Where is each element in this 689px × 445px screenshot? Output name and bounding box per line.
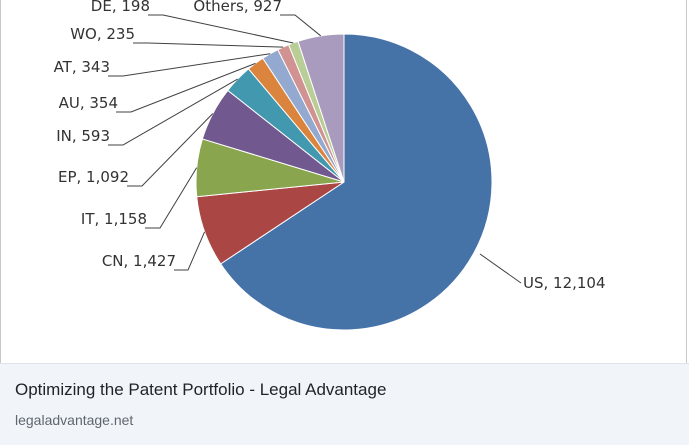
slice-label: Others, 927 <box>193 0 282 15</box>
pie-slice <box>297 33 345 183</box>
leader-line <box>116 62 256 113</box>
slice-label: AT, 343 <box>54 58 110 76</box>
page-title[interactable]: Optimizing the Patent Portfolio - Legal … <box>15 380 387 399</box>
slice-label: IT, 1,158 <box>81 210 147 228</box>
leader-line <box>108 78 238 146</box>
slice-label: DE, 198 <box>91 0 150 15</box>
leader-line <box>127 113 214 187</box>
slice-label: AU, 354 <box>59 94 118 112</box>
image-border-right <box>686 0 687 363</box>
slice-label: IN, 593 <box>56 127 110 145</box>
leader-line <box>145 167 198 229</box>
leader-line <box>148 14 294 44</box>
image-border-left <box>0 0 1 363</box>
slice-label: WO, 235 <box>70 25 135 43</box>
caption-bar[interactable]: Optimizing the Patent Portfolio - Legal … <box>0 363 689 445</box>
chart-image[interactable]: US, 12,104 CN, 1,427 IT, 1,158 EP, 1,092 IN,… <box>0 0 689 363</box>
pie-chart: US, 12,104 CN, 1,427 IT, 1,158 EP, 1,092 IN,… <box>54 0 606 331</box>
pie-slice <box>220 33 493 331</box>
source-domain[interactable]: legaladvantage.net <box>15 412 134 428</box>
leader-line <box>133 42 284 48</box>
slice-label: US, 12,104 <box>523 274 606 292</box>
leader-line <box>280 14 322 37</box>
slice-label: EP, 1,092 <box>58 168 129 186</box>
leader-line <box>174 231 206 271</box>
leader-line <box>479 253 522 284</box>
slice-label: CN, 1,427 <box>102 252 176 270</box>
leader-line <box>108 53 271 77</box>
